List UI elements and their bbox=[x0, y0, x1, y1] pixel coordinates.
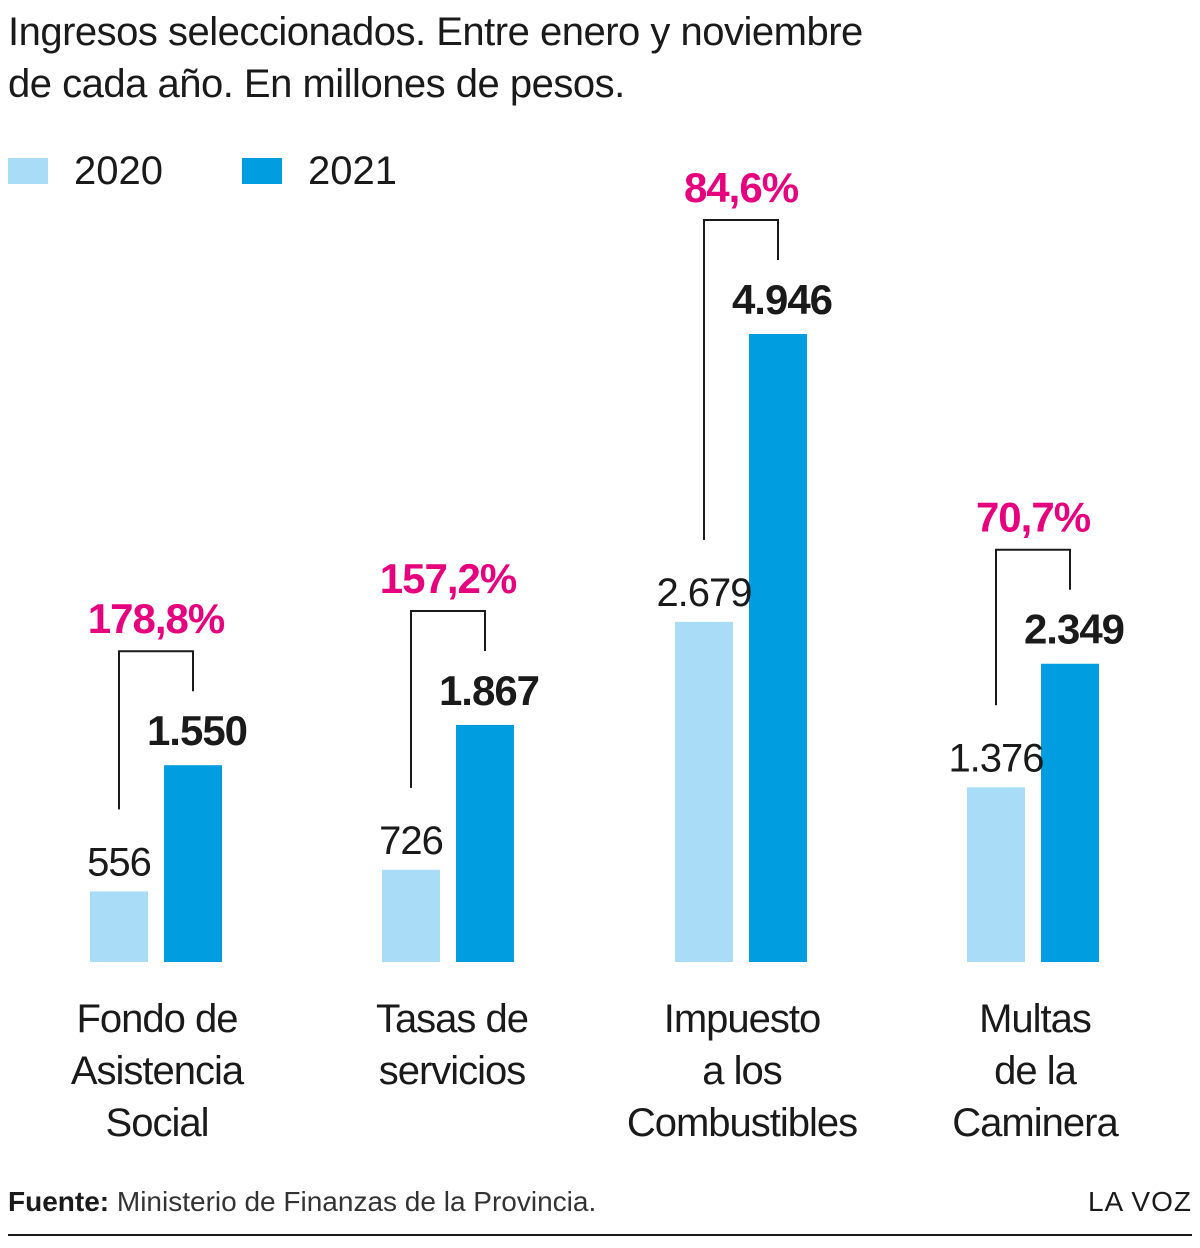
category-label-2-line-2: Combustibles bbox=[627, 1101, 857, 1145]
source-note: Fuente: Ministerio de Finanzas de la Pro… bbox=[8, 1184, 596, 1220]
bar-2020-2 bbox=[675, 621, 733, 962]
footer-rule bbox=[8, 1234, 1192, 1236]
change-label-0: 178,8% bbox=[88, 595, 225, 642]
bar-chart: 556 1.550 178,8% Fondo de Asistencia Social 72… bbox=[71, 164, 1125, 1145]
category-label-2-line-0: Impuesto bbox=[664, 997, 821, 1041]
change-label-3: 70,7% bbox=[976, 494, 1091, 541]
bar-2020-1 bbox=[382, 869, 440, 962]
legend-label-2020: 2020 bbox=[74, 149, 163, 193]
chart-title-line-1: Ingresos seleccionados. Entre enero y no… bbox=[8, 10, 863, 54]
change-label-2: 84,6% bbox=[684, 164, 799, 211]
value-label-2020-0: 556 bbox=[87, 840, 151, 884]
value-label-2021-1: 1.867 bbox=[439, 667, 539, 714]
source-text: Ministerio de Finanzas de la Provincia. bbox=[116, 1186, 597, 1217]
legend-swatch-2020 bbox=[8, 158, 48, 184]
bar-2020-3 bbox=[967, 787, 1025, 962]
value-label-2020-3: 1.376 bbox=[948, 736, 1043, 780]
category-label-0-line-1: Asistencia bbox=[71, 1049, 245, 1093]
source-label: Fuente: bbox=[8, 1186, 110, 1217]
category-label-0-line-0: Fondo de bbox=[76, 997, 237, 1041]
change-bracket-1 bbox=[410, 609, 486, 788]
change-bracket-0 bbox=[118, 650, 194, 810]
category-label-0-line-2: Social bbox=[106, 1101, 209, 1145]
category-label-3-line-1: de la bbox=[994, 1049, 1077, 1093]
change-bracket-2 bbox=[703, 219, 779, 540]
change-bracket-3 bbox=[995, 548, 1071, 706]
bar-2021-3 bbox=[1041, 663, 1099, 962]
bar-2021-0 bbox=[164, 765, 222, 962]
category-label-3-line-2: Caminera bbox=[952, 1101, 1119, 1145]
value-label-2020-2: 2.679 bbox=[656, 571, 751, 615]
chart-title-line-2: de cada año. En millones de pesos. bbox=[8, 62, 625, 106]
value-label-2021-3: 2.349 bbox=[1024, 606, 1124, 653]
value-label-2021-0: 1.550 bbox=[147, 707, 247, 754]
category-label-1-line-1: servicios bbox=[379, 1049, 526, 1093]
category-label-1-line-0: Tasas de bbox=[376, 997, 528, 1041]
value-label-2021-2: 4.946 bbox=[732, 276, 832, 323]
category-label-2-line-1: a los bbox=[702, 1049, 782, 1093]
category-label-3-line-0: Multas bbox=[979, 997, 1091, 1041]
credit-logo-text: LA VOZ bbox=[1087, 1186, 1192, 1217]
legend-swatch-2021 bbox=[242, 158, 282, 184]
bar-2021-1 bbox=[456, 724, 514, 962]
chart-title: Ingresos seleccionados. Entre enero y no… bbox=[8, 6, 1188, 110]
bar-2021-2 bbox=[749, 334, 807, 962]
legend-label-2021: 2021 bbox=[308, 149, 397, 193]
value-label-2020-1: 726 bbox=[379, 819, 443, 863]
bar-2020-0 bbox=[90, 891, 148, 962]
change-label-1: 157,2% bbox=[380, 555, 517, 602]
